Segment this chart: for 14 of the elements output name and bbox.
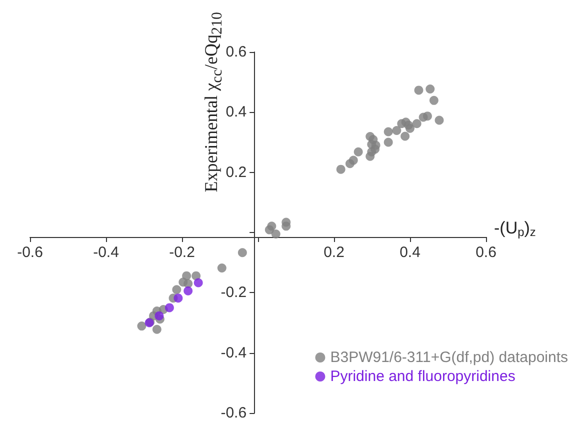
legend-label: B3PW91/6-311+G(df,pd) datapoints xyxy=(330,349,568,366)
x-tick-label: 0.2 xyxy=(324,244,344,261)
y-tick-label: 0.6 xyxy=(226,44,247,60)
x-tick-label: 0.4 xyxy=(400,244,420,261)
y-tick-label: -0.6 xyxy=(220,404,247,422)
x-tick-label: -0.4 xyxy=(93,244,119,261)
y-tick-label: -0.2 xyxy=(220,284,247,302)
y-tick-label: 0.2 xyxy=(226,164,247,181)
y-tick-label: 0.4 xyxy=(226,104,247,121)
x-tick-label: -0.2 xyxy=(169,244,195,261)
y-tick-label: -0.4 xyxy=(220,344,247,362)
legend-label: Pyridine and fluoropyridines xyxy=(330,368,516,385)
x-tick-label: -0.6 xyxy=(17,244,43,261)
x-tick-label: 0.6 xyxy=(476,244,496,261)
